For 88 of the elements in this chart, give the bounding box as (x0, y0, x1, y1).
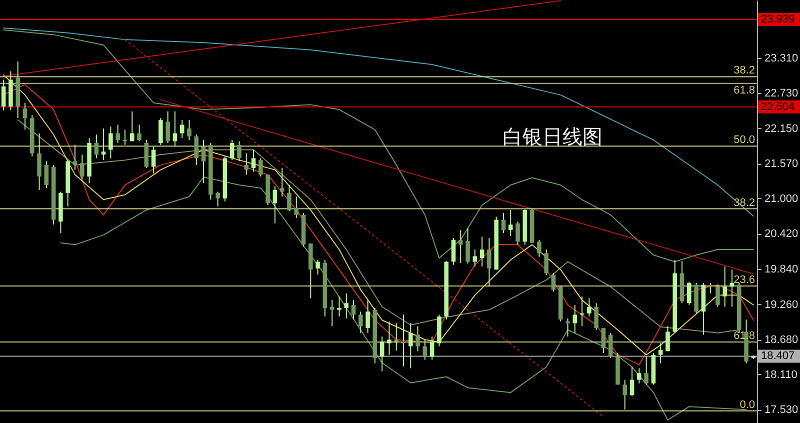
line-series (3, 27, 754, 217)
y-tick-label: 21.000 (764, 192, 798, 205)
candlestick (422, 339, 428, 360)
candlestick (480, 236, 484, 268)
candlestick (508, 209, 513, 237)
candlestick (644, 356, 648, 386)
candlestick (116, 124, 120, 144)
candlestick (180, 119, 184, 139)
candlestick (401, 314, 406, 367)
y-tick-label: 23.310 (764, 52, 798, 64)
candlestick (366, 300, 370, 334)
candlestick (501, 212, 506, 234)
candlestick (387, 320, 392, 356)
candlestick (251, 149, 256, 172)
y-tick-label: 18.680 (764, 334, 798, 346)
y-tick-label: 20.420 (764, 228, 798, 240)
candlestick (187, 119, 192, 140)
candlestick (658, 342, 663, 364)
candlestick (294, 196, 299, 218)
candlestick (451, 237, 456, 266)
candlestick (244, 152, 249, 176)
candlestick (216, 191, 220, 207)
candlestick (287, 184, 292, 212)
candlestick (687, 281, 692, 306)
ref-line-label: 23.939 (761, 14, 795, 26)
candlestick (108, 126, 113, 159)
candlestick (358, 311, 363, 334)
y-tick-label: 22.150 (764, 122, 798, 135)
candlestick (637, 368, 642, 384)
candlestick (258, 158, 263, 178)
candlestick (716, 284, 720, 308)
candlestick (487, 237, 492, 288)
candlestick (94, 134, 99, 159)
candlestick (544, 249, 548, 276)
candlestick (630, 366, 634, 397)
candlestick (194, 134, 199, 166)
candlestick (551, 272, 556, 292)
candlestick (316, 259, 320, 275)
candlestick (166, 110, 170, 144)
candlestick (408, 322, 413, 369)
candlestick (101, 128, 106, 161)
candlestick (44, 160, 49, 189)
candlestick (351, 300, 356, 320)
annotation: 38.2 (734, 64, 755, 77)
candlestick (337, 296, 342, 317)
candlestick (22, 102, 28, 130)
candlestick (1, 79, 6, 111)
candlestick (608, 332, 613, 358)
candlestick (230, 139, 234, 161)
candlestick (666, 326, 670, 352)
candlestick (158, 118, 163, 146)
candlestick (416, 326, 420, 352)
candlestick (516, 221, 520, 246)
candlestick (601, 328, 606, 354)
candlestick (622, 379, 628, 410)
y-tick-label: 21.570 (764, 158, 798, 170)
annotation: 白银日线图 (502, 124, 603, 148)
y-tick-label: 22.730 (764, 88, 798, 100)
y-tick-label: 19.840 (764, 264, 798, 276)
y-tick-label: 19.260 (764, 298, 798, 311)
candlestick (722, 266, 728, 308)
ref-line-label: 22.504 (761, 100, 795, 113)
candlestick (380, 336, 384, 372)
annotation: 23.6 (734, 274, 755, 286)
candlestick (594, 302, 598, 330)
candlestick (572, 304, 578, 334)
annotation: 50.0 (734, 134, 755, 146)
candlestick (344, 292, 349, 319)
candlestick (144, 139, 149, 168)
candlestick (430, 336, 434, 360)
annotation: 61.8 (734, 84, 755, 96)
line-series (3, 29, 754, 262)
candlestick (137, 124, 142, 142)
ref-line-label: 18.407 (761, 350, 795, 362)
candlestick (237, 140, 242, 162)
candlestick (394, 322, 398, 352)
candlestick (587, 298, 592, 317)
candlestick (151, 146, 156, 174)
y-tick-label: 17.530 (764, 404, 798, 416)
candlestick (80, 154, 84, 180)
candlestick (130, 110, 134, 142)
candlestick (330, 300, 334, 327)
y-tick-label: 18.110 (764, 368, 798, 381)
candlestick (272, 186, 278, 224)
candlestick (537, 239, 542, 258)
candlestick (37, 132, 42, 190)
candlestick (472, 249, 478, 268)
annotation: 0.0 (740, 398, 755, 411)
